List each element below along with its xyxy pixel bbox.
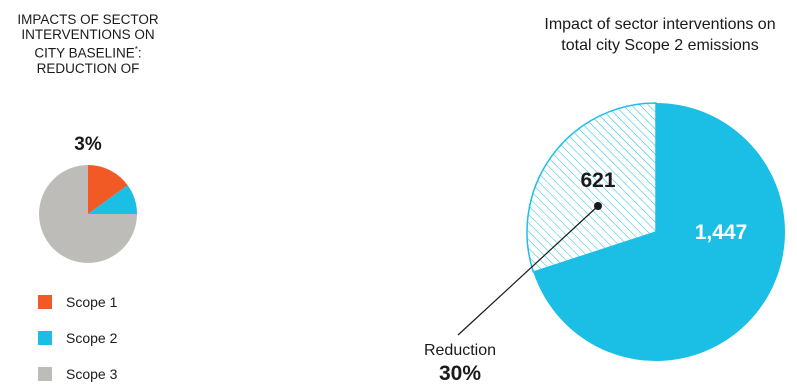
- scope-breakdown-pie: [39, 165, 137, 263]
- reduction-leader-dot: [594, 202, 602, 210]
- legend-label: Scope 3: [66, 365, 118, 382]
- legend-item-scope-2: Scope 2: [38, 328, 117, 347]
- reduction-leader-line: [457, 205, 599, 336]
- data-label-remaining: 1,447: [695, 221, 748, 244]
- legend-label: Scope 1: [66, 293, 118, 310]
- left-chart-title-text: IMPACTS OF SECTOR INTERVENTIONS ON CITY …: [17, 12, 159, 61]
- pie-slice-reduction: [526, 102, 657, 274]
- data-label-reduction: 621: [580, 169, 615, 192]
- left-chart-title: IMPACTS OF SECTOR INTERVENTIONS ON CITY …: [8, 12, 168, 76]
- legend-swatch-scope-2: [38, 330, 52, 345]
- legend-item-scope-1: Scope 1: [38, 292, 117, 311]
- left-reduction-value: 3%: [74, 134, 102, 155]
- legend: Scope 1 Scope 2 Scope 3: [38, 292, 117, 383]
- reduction-annotation-value: 30%: [438, 362, 482, 385]
- pie-slice-remaining: [533, 103, 785, 361]
- pie-slice-scope-1: [88, 165, 128, 214]
- pie-slice-scope-3: [39, 165, 137, 263]
- pie-slice-scope-2: [88, 185, 137, 214]
- legend-swatch-scope-1: [38, 294, 52, 309]
- legend-item-scope-3: Scope 3: [38, 364, 117, 383]
- reduction-annotation-label: Reduction: [423, 342, 497, 359]
- legend-swatch-scope-3: [38, 366, 52, 381]
- left-chart-title-suffix: : REDUCTION OF: [36, 45, 142, 76]
- legend-label: Scope 2: [66, 329, 118, 346]
- right-chart-title: Impact of sector interventions on total …: [544, 16, 776, 54]
- footnote-mark: *: [134, 45, 138, 54]
